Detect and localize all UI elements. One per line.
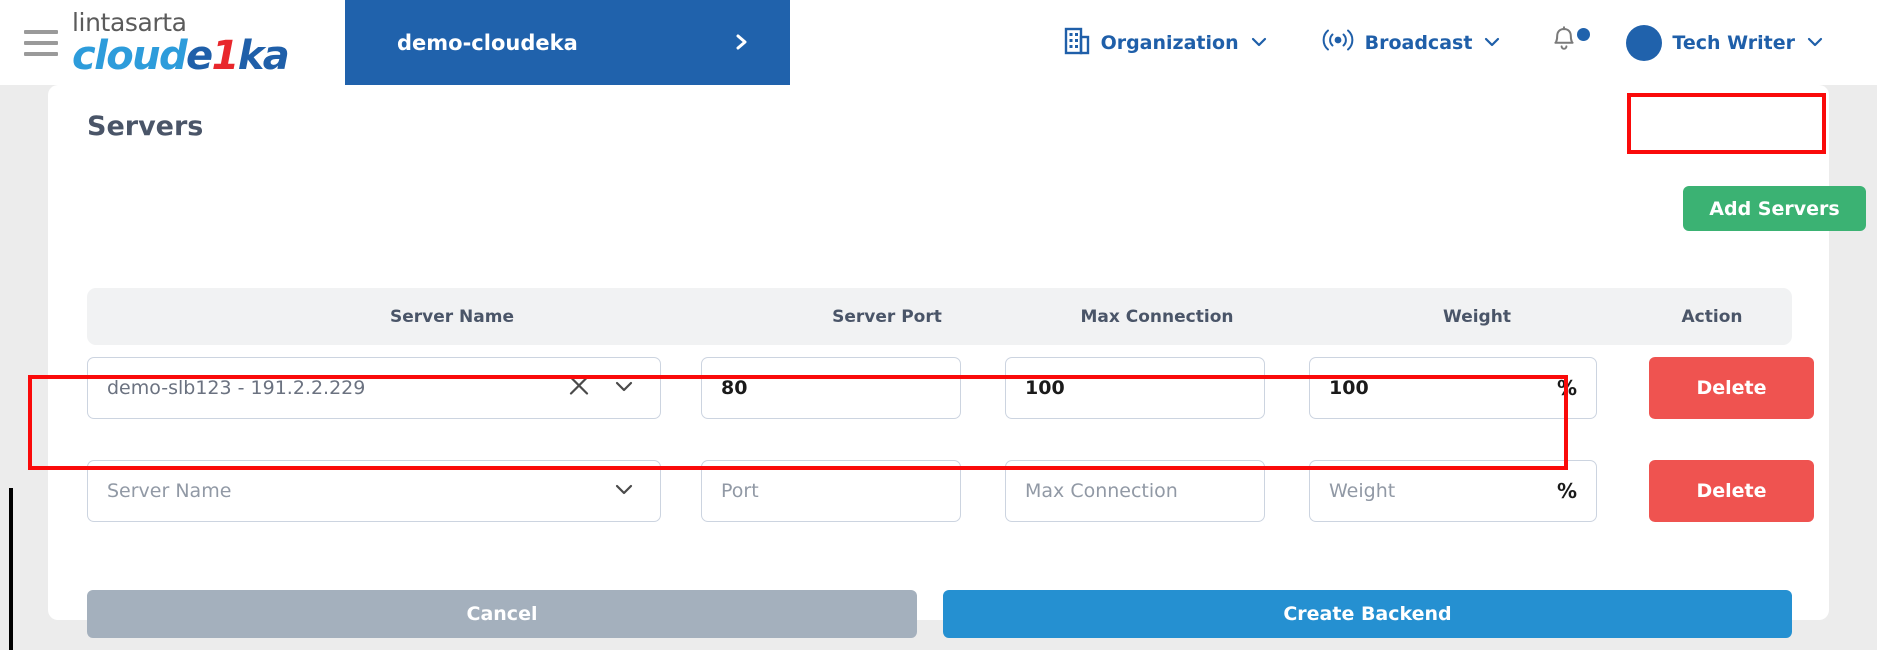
percent-suffix: % [1556,479,1577,503]
weight-input[interactable]: Weight % [1309,460,1597,522]
delete-button[interactable]: Delete [1649,357,1814,419]
column-header-action: Action [1681,307,1743,327]
chevron-down-icon[interactable] [612,480,636,502]
page-edge-marker [9,488,13,650]
server-name-placeholder: Server Name [107,480,232,502]
project-selector-tab[interactable]: demo-cloudeka [345,0,790,85]
nav-organization-label: Organization [1100,31,1239,54]
page-title: Servers [87,111,204,142]
project-name-label: demo-cloudeka [397,30,578,55]
percent-suffix: % [1556,376,1577,400]
hamburger-menu-icon[interactable] [24,30,58,56]
server-name-value: demo-slb123 - 191.2.2.229 [107,377,366,399]
max-connection-input[interactable]: Max Connection [1005,460,1265,522]
logo-e-part: e [186,33,213,79]
chevron-down-icon [1482,32,1502,54]
table-header-row: Server Name Server Port Max Connection W… [87,288,1792,345]
broadcast-icon [1321,27,1355,58]
chevron-right-icon [734,30,750,59]
close-icon[interactable] [566,373,592,404]
top-header: lintasarta cloude1ka demo-cloudeka [0,0,1877,85]
server-port-input[interactable]: Port [701,460,961,522]
column-header-server-name: Server Name [389,307,514,327]
user-name-label: Tech Writer [1672,31,1795,54]
max-connection-value: 100 [1025,377,1065,399]
logo-ka-part: ka [237,33,290,79]
notification-bell-button[interactable] [1528,0,1600,85]
logo-cloudeka-text: cloude1ka [72,36,292,76]
server-name-select[interactable]: demo-slb123 - 191.2.2.229 [87,357,661,419]
nav-item-organization[interactable]: Organization [1038,0,1295,85]
column-header-weight: Weight [1443,307,1511,327]
cloudeka-logo[interactable]: lintasarta cloude1ka [72,8,292,77]
weight-input[interactable]: 100 % [1309,357,1597,419]
chevron-down-icon [1249,32,1269,54]
weight-placeholder: Weight [1329,480,1396,502]
logo-cloud-part: cloud [72,33,188,79]
server-port-value: 80 [721,377,748,399]
building-icon [1064,26,1091,60]
column-header-server-port: Server Port [832,307,942,327]
card-header: Servers Add Servers [48,85,1866,231]
notification-unread-dot [1577,28,1591,41]
max-connection-input[interactable]: 100 [1005,357,1265,419]
user-menu[interactable]: Tech Writer [1600,0,1851,85]
add-servers-button[interactable]: Add Servers [1683,186,1866,231]
chevron-down-icon[interactable] [612,377,636,399]
table-row: demo-slb123 - 191.2.2.229 80 100 100 % D… [87,357,1814,447]
delete-button[interactable]: Delete [1649,460,1814,522]
cancel-button[interactable]: Cancel [87,590,917,638]
nav-broadcast-label: Broadcast [1364,31,1473,54]
server-name-select[interactable]: Server Name [87,460,661,522]
avatar [1626,24,1663,61]
logo-one-part: 1 [211,33,240,79]
logo-lintasarta-text: lintasarta [72,8,187,37]
column-header-max-connection: Max Connection [1080,307,1234,327]
max-connection-placeholder: Max Connection [1025,480,1178,502]
server-port-placeholder: Port [721,480,759,502]
nav-item-broadcast[interactable]: Broadcast [1295,0,1529,85]
bell-icon [1550,25,1578,60]
create-backend-button[interactable]: Create Backend [943,590,1792,638]
weight-value: 100 [1329,377,1369,399]
chevron-down-icon [1805,32,1825,54]
servers-card: Servers Add Servers Server Name Server P… [48,85,1866,638]
server-port-input[interactable]: 80 [701,357,961,419]
table-row: Server Name Port Max Connection Weight %… [87,460,1814,550]
header-nav-right: Organization Broadcast [1038,0,1851,85]
